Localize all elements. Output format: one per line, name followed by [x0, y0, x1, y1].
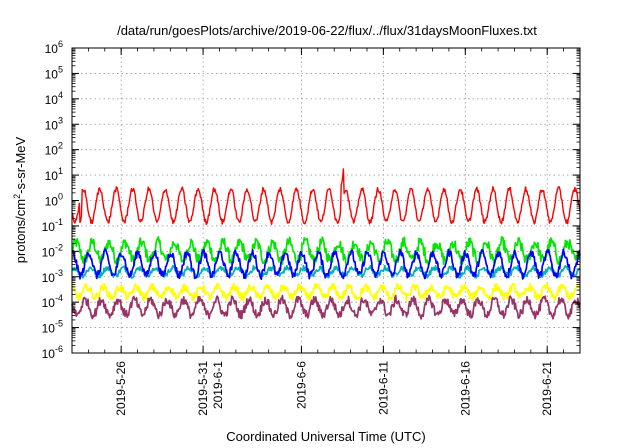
- chart-title: /data/run/goesPlots/archive/2019-06-22/f…: [117, 23, 537, 38]
- y-tick-label-base: 10: [45, 195, 59, 209]
- y-tick-label: 102: [45, 141, 63, 158]
- y-axis-label-main: protons/cm: [13, 199, 28, 263]
- y-tick-label: 104: [45, 90, 63, 107]
- y-tick-label-exponent: -2: [55, 242, 63, 252]
- y-tick-label-exponent: 1: [58, 166, 63, 176]
- y-tick-label: 10-6: [42, 344, 63, 361]
- y-tick-label: 100: [45, 192, 63, 209]
- y-tick-label: 10-4: [42, 293, 63, 310]
- y-tick-label-base: 10: [45, 169, 59, 183]
- y-tick-label-base: 10: [42, 296, 56, 310]
- y-tick-label: 105: [45, 64, 63, 81]
- y-axis-label-rest: -s-sr-MeV: [13, 136, 28, 193]
- y-tick-label-base: 10: [42, 271, 56, 285]
- y-tick-label-exponent: 3: [58, 115, 63, 125]
- y-tick-label: 106: [45, 39, 63, 56]
- y-tick-label-base: 10: [45, 144, 59, 158]
- y-tick-label-base: 10: [45, 42, 59, 56]
- x-tick-label: 2019-5-31: [196, 361, 210, 416]
- y-tick-label-base: 10: [45, 118, 59, 132]
- y-tick-label-exponent: -4: [55, 293, 63, 303]
- y-axis-label: protons/cm2-s-sr-MeV: [12, 136, 28, 263]
- axis-ticks: [71, 47, 581, 354]
- series-line-5: [71, 294, 581, 320]
- y-tick-label: 10-1: [42, 217, 63, 234]
- y-tick-labels: 10-610-510-410-310-210-11001011021031041…: [42, 39, 63, 361]
- y-tick-label-exponent: -3: [55, 268, 63, 278]
- y-tick-label-base: 10: [42, 322, 56, 336]
- series-line-6: [71, 168, 581, 226]
- y-tick-label-base: 10: [42, 245, 56, 259]
- series-group: [71, 168, 581, 320]
- y-tick-label-exponent: 2: [58, 141, 63, 151]
- grid: [72, 48, 580, 353]
- y-tick-label-base: 10: [45, 67, 59, 81]
- x-tick-labels: 2019-5-26 2019-5-31 2019-6-1 2019-6-6 2019-6…: [114, 361, 554, 416]
- y-tick-label-base: 10: [45, 93, 59, 107]
- x-tick-label: 2019-6-21: [540, 361, 554, 416]
- y-tick-label-exponent: 5: [58, 64, 63, 74]
- y-tick-label: 10-5: [42, 319, 63, 336]
- series-line-3: [71, 248, 581, 280]
- x-tick-label: 2019-5-26: [114, 361, 128, 416]
- y-tick-label-exponent: -1: [55, 217, 63, 227]
- y-tick-label-base: 10: [42, 347, 56, 361]
- x-tick-label: 2019-6-16: [458, 361, 472, 416]
- series-line-4: [71, 282, 581, 302]
- y-tick-label-exponent: 6: [58, 39, 63, 49]
- x-tick-label: 2019-6-6: [294, 361, 308, 409]
- x-tick-label: 2019-6-1: [211, 361, 225, 409]
- y-tick-label-exponent: 4: [58, 90, 63, 100]
- x-axis-label: Coordinated Universal Time (UTC): [226, 429, 425, 444]
- y-tick-label: 103: [45, 115, 63, 132]
- y-axis-label-superscript: 2: [12, 194, 22, 199]
- series-line-1: [71, 235, 581, 267]
- y-tick-label: 10-3: [42, 268, 63, 285]
- y-tick-label: 101: [45, 166, 63, 183]
- x-tick-label: 2019-6-11: [376, 361, 390, 415]
- y-tick-label-exponent: 0: [58, 192, 63, 202]
- y-tick-label-exponent: -5: [55, 319, 63, 329]
- y-tick-label-exponent: -6: [55, 344, 63, 354]
- y-tick-label: 10-2: [42, 242, 63, 259]
- y-tick-label-base: 10: [42, 220, 56, 234]
